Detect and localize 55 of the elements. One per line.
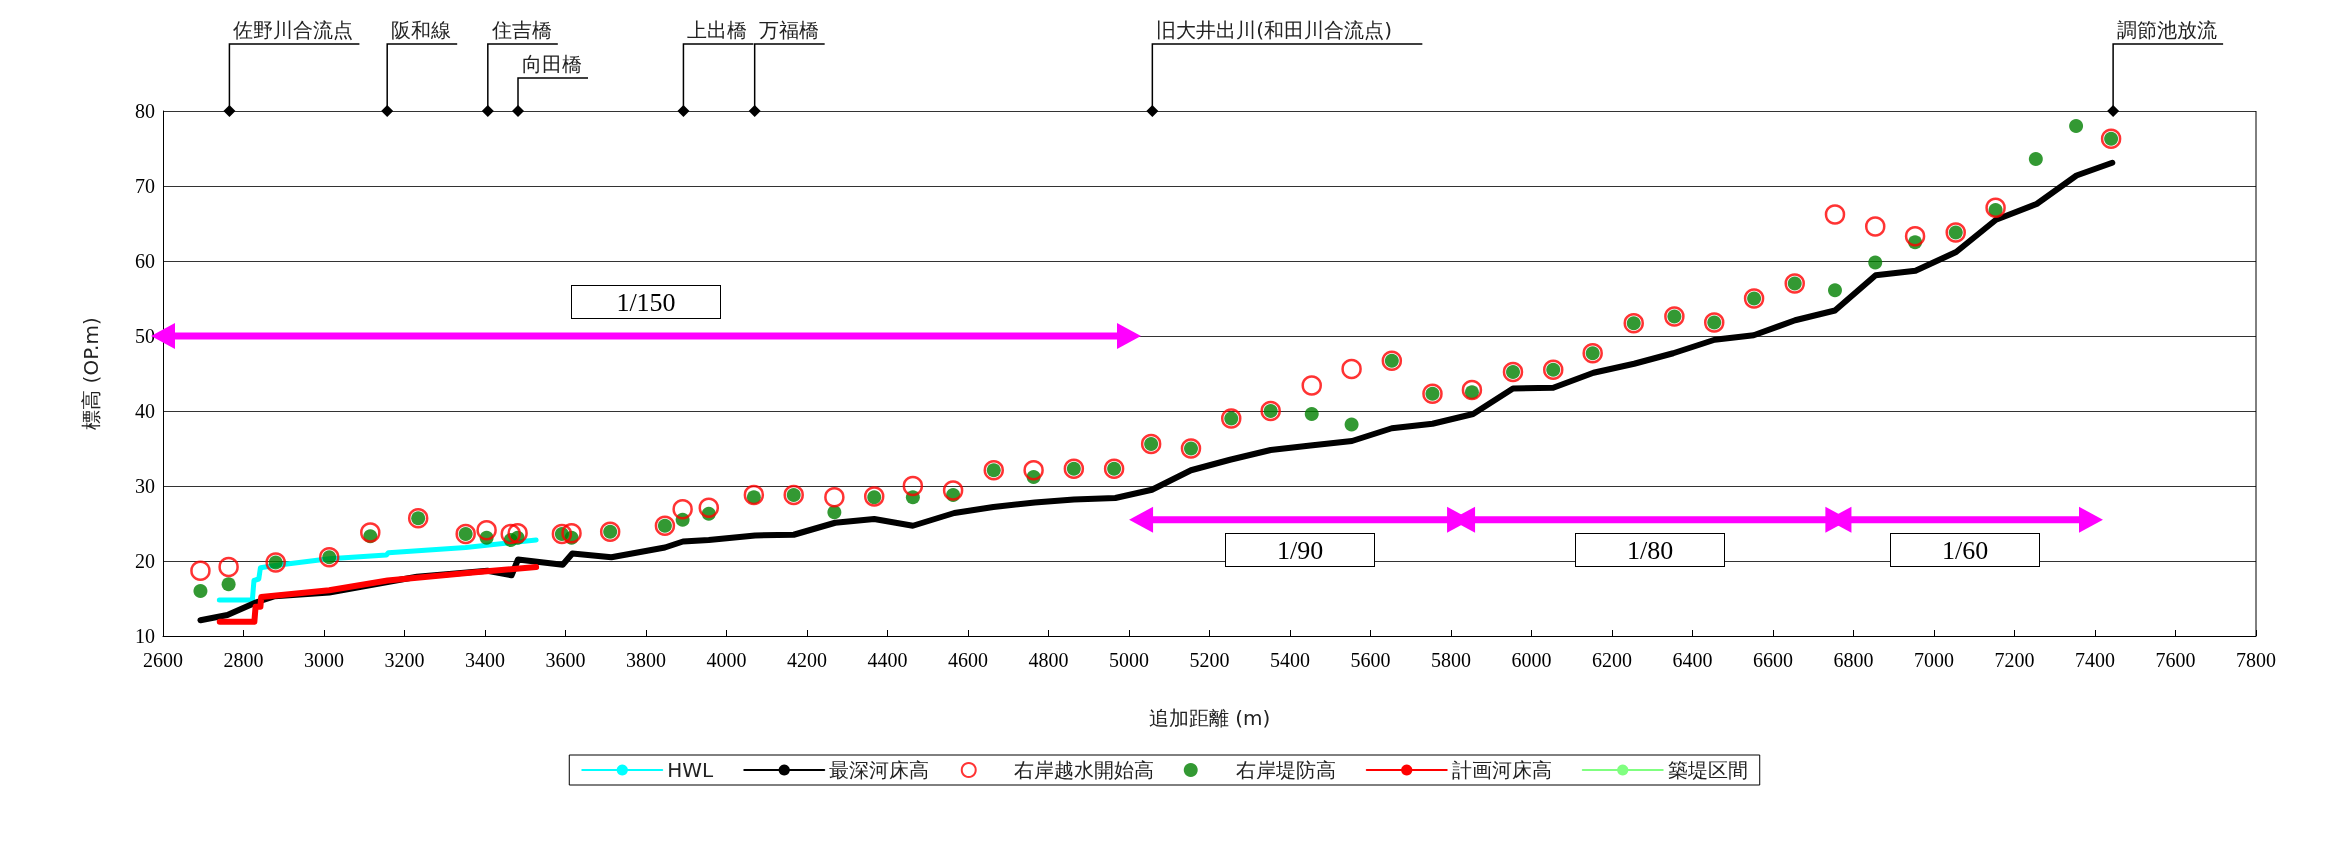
y-axis-title: 標高 (OP.m) [79,317,103,430]
x-tick-label: 7600 [2155,649,2196,671]
text-box: 1/60 [1890,532,2041,567]
x-tick-label: 4800 [1028,649,1069,671]
y-tick-label: 50 [135,325,155,347]
legend-label: 築堤区間 [1667,758,1748,782]
x-tick-label: 6200 [1592,649,1632,671]
annotation: 向田橋 [522,52,583,76]
y-tick-label: 30 [135,475,155,497]
legend-label: 右岸堤防高 [1235,758,1336,782]
x-tick-label: 3800 [626,649,666,671]
legend-label: HWL [667,758,715,782]
text-box: 1/80 [1575,532,1726,567]
x-tick-label: 4200 [787,649,827,671]
x-tick-label: 5600 [1350,649,1391,671]
annotation: 万福橋 [758,18,819,42]
legend-label: 計画河床高 [1451,758,1552,782]
x-tick-label: 3200 [384,649,425,671]
x-tick-label: 5800 [1431,649,1471,671]
y-tick-label: 70 [135,175,155,197]
x-tick-label: 7400 [2075,649,2115,671]
x-axis-title: 追加距離 (m) [1148,706,1271,730]
x-tick-label: 4600 [948,649,988,671]
annotation: 上出橋 [687,18,748,42]
y-tick-label: 60 [135,250,155,272]
x-tick-label: 5400 [1270,649,1310,671]
annotation: 調節池放流 [2117,18,2218,42]
x-tick-label: 6600 [1753,649,1793,671]
x-tick-label: 5200 [1189,649,1230,671]
x-tick-label: 7200 [1994,649,2035,671]
x-tick-label: 6400 [1672,649,1713,671]
text-box: 1/150 [571,285,721,319]
legend-label: 最深河床高 [829,758,930,782]
x-tick-label: 6000 [1511,649,1552,671]
x-tick-label: 3000 [304,649,344,671]
y-tick-label: 20 [135,550,155,572]
x-tick-label: 2800 [223,649,264,671]
x-tick-label: 3600 [545,649,586,671]
text-box: 1/90 [1225,532,1376,567]
x-tick-label: 6800 [1833,649,1874,671]
annotation: 佐野川合流点 [233,18,354,42]
x-tick-label: 5000 [1109,649,1149,671]
x-tick-label: 7000 [1914,649,1954,671]
x-tick-label: 7800 [2236,649,2276,671]
annotation: 住吉橋 [490,18,552,42]
y-tick-label: 80 [135,100,155,122]
x-tick-label: 3400 [465,649,505,671]
x-tick-label: 4400 [867,649,908,671]
y-tick-label: 10 [135,625,155,647]
annotation: 旧大井出川(和田川合流点) [1156,18,1392,42]
x-tick-label: 2600 [143,649,183,671]
legend-label: 右岸越水開始高 [1013,758,1154,782]
x-tick-label: 4000 [706,649,747,671]
y-tick-label: 40 [135,400,155,422]
annotation: 阪和線 [391,18,452,42]
